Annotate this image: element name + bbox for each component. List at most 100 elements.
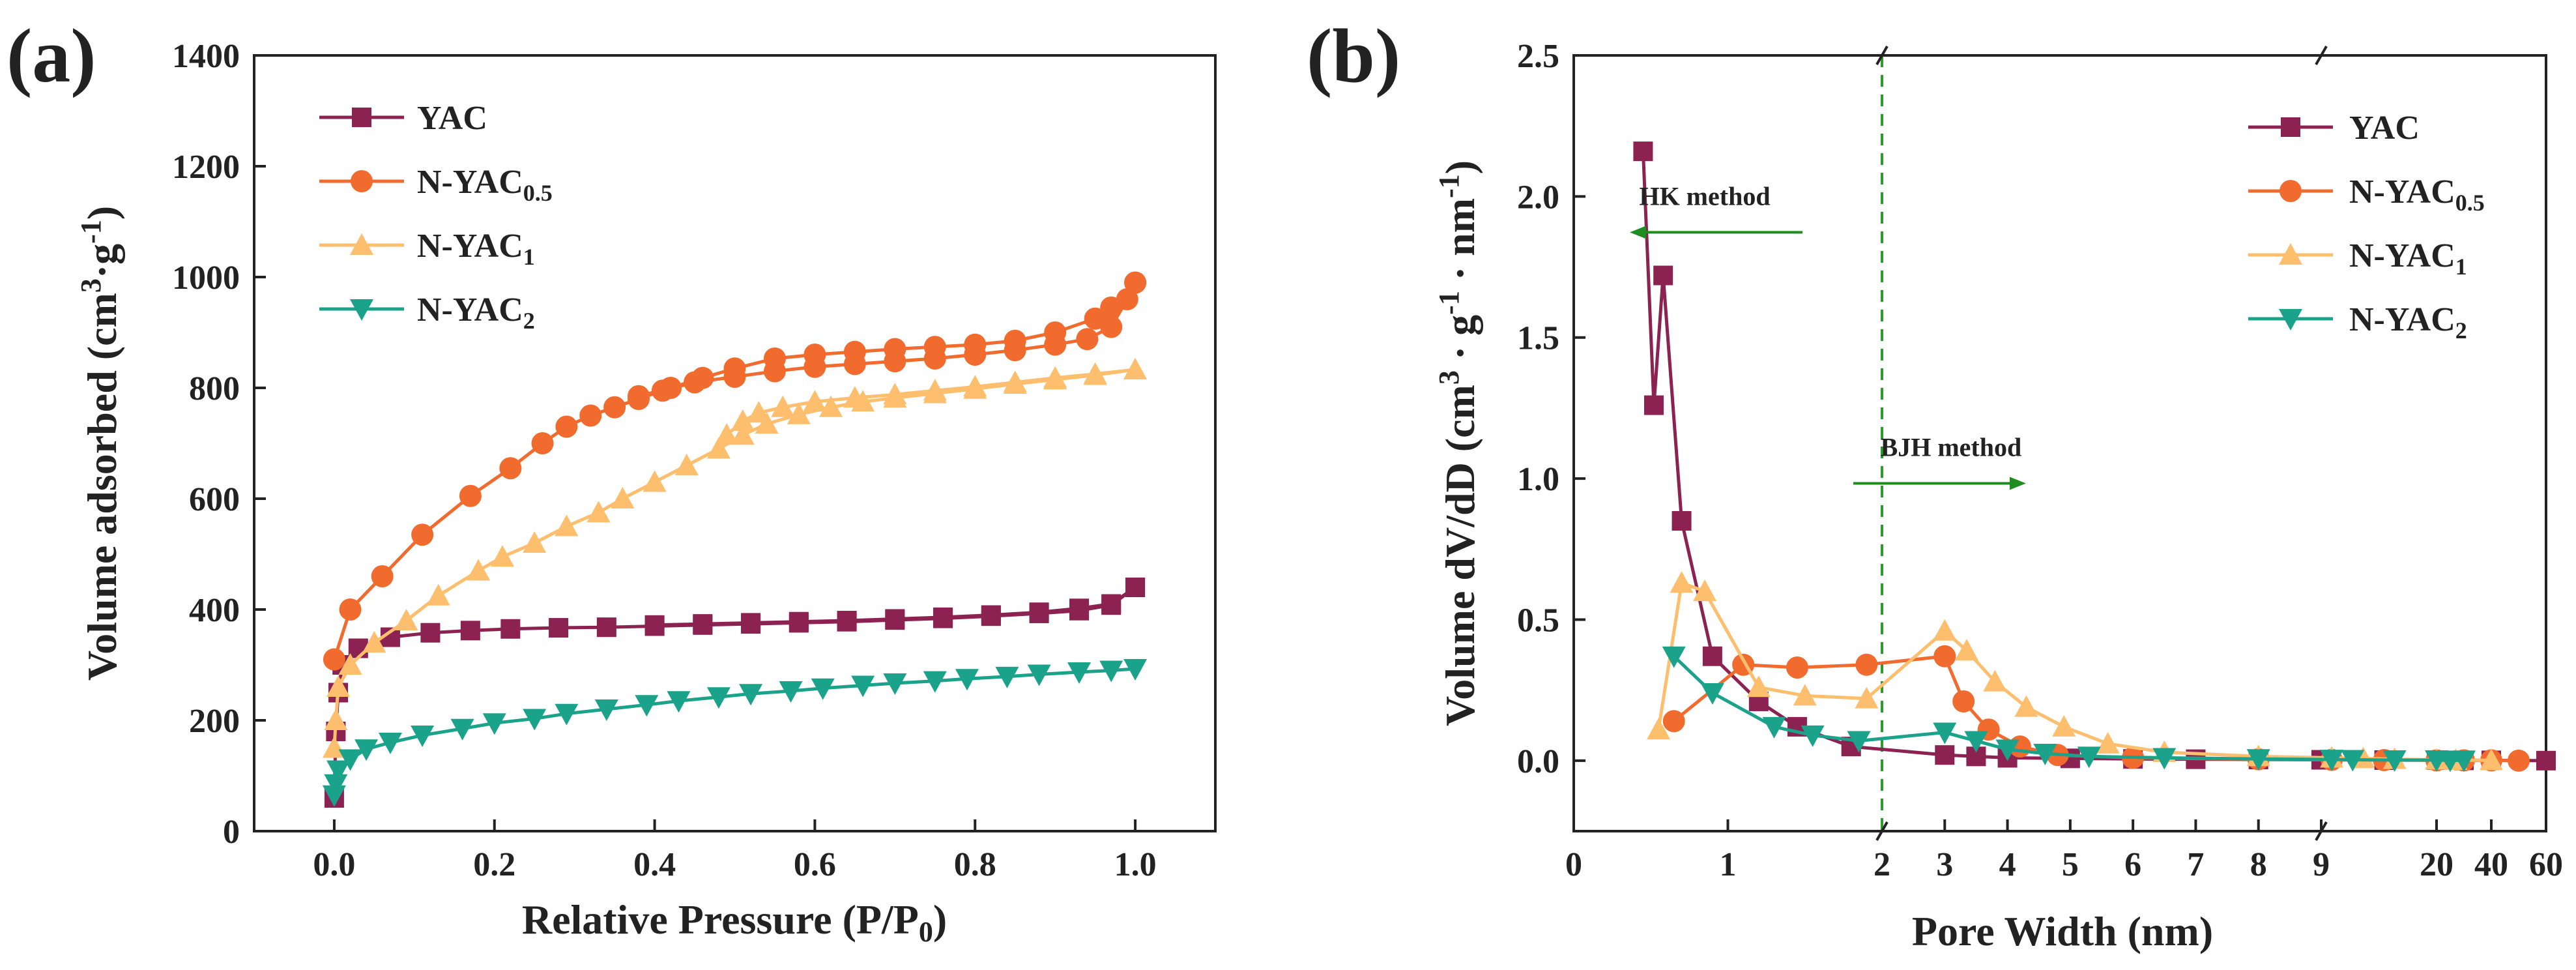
panel-b: (b) 0 1 2 3 4 5 6 7 8 9 20 40 60 0.00.51.01.52.02.5 … <box>1307 13 2563 954</box>
data-point <box>323 648 345 671</box>
data-point <box>837 611 857 630</box>
annotation-arrowhead <box>2009 477 2026 490</box>
data-point <box>348 638 368 658</box>
x-tick-label: 9 <box>2313 846 2330 883</box>
data-point <box>771 395 795 417</box>
data-point <box>2452 750 2476 772</box>
data-point <box>1793 684 1817 706</box>
x-tick-label: 0.4 <box>633 846 676 883</box>
data-point <box>1067 662 1092 684</box>
data-point <box>491 545 515 567</box>
data-point <box>1653 265 1673 286</box>
data-point <box>787 402 811 424</box>
data-point <box>1662 710 1685 733</box>
data-point <box>467 559 491 581</box>
data-point <box>1003 370 1027 392</box>
data-point <box>1786 656 1808 679</box>
data-point <box>1044 321 1067 344</box>
data-point <box>1855 686 1879 709</box>
series-yac <box>324 578 1146 808</box>
data-point <box>411 725 435 747</box>
legend-label: N-YAC0.5 <box>2349 173 2485 216</box>
data-point <box>459 484 482 507</box>
data-point <box>2246 749 2270 771</box>
data-point <box>2536 750 2556 771</box>
x-tick-label: 7 <box>2187 846 2204 883</box>
data-point <box>1124 271 1147 294</box>
data-point <box>2014 695 2038 717</box>
series-n-yac1 <box>1647 571 2503 771</box>
legend-marker <box>2279 180 2302 202</box>
data-point <box>731 409 755 431</box>
data-point <box>1123 658 1148 681</box>
data-point <box>1847 731 1871 753</box>
panel-b-label: (b) <box>1307 13 1400 98</box>
data-point <box>843 340 866 363</box>
data-point <box>611 487 635 508</box>
data-point <box>923 379 947 401</box>
data-point <box>811 678 835 700</box>
data-point <box>1693 580 1717 602</box>
data-point <box>885 609 905 629</box>
data-point <box>723 357 746 380</box>
series-yac <box>1633 141 2556 771</box>
data-point <box>1647 718 1671 740</box>
x-tick-label: 20 <box>2420 846 2453 883</box>
x-tick-label: 1.0 <box>1114 846 1157 883</box>
data-point <box>1855 653 1878 676</box>
data-point <box>603 396 626 419</box>
y-tick-label: 2.5 <box>1517 38 1559 75</box>
series-line-n-yac1 <box>1657 580 2492 762</box>
legend-label: YAC <box>2349 110 2420 147</box>
data-point <box>394 609 418 630</box>
data-point <box>706 437 731 459</box>
legend-marker <box>2279 309 2302 331</box>
legend-marker <box>2279 243 2302 265</box>
data-point <box>500 619 521 639</box>
data-point <box>1123 357 1148 379</box>
data-point <box>426 583 450 606</box>
data-point <box>523 531 547 553</box>
data-point <box>803 390 827 412</box>
y-tick-label: 2.0 <box>1517 179 1559 216</box>
data-point <box>2052 714 2076 737</box>
y-tick-label: 1.0 <box>1517 461 1559 498</box>
data-point <box>594 699 618 721</box>
data-point <box>338 749 362 771</box>
data-point <box>324 774 348 796</box>
data-point <box>355 739 379 761</box>
data-point <box>1933 619 1957 641</box>
data-point <box>923 336 946 359</box>
adsorption-line-n-yac1 <box>332 368 1136 748</box>
data-point <box>1029 602 1049 623</box>
data-point <box>851 675 875 698</box>
series-n-yac2 <box>322 658 1148 807</box>
series-n-yac1 <box>322 357 1148 758</box>
data-point <box>779 681 803 703</box>
y-tick-label: 1.5 <box>1517 320 1559 357</box>
data-point <box>326 760 351 782</box>
data-point <box>731 423 755 445</box>
data-point <box>1069 598 1090 619</box>
data-point <box>371 565 394 587</box>
axis-break-mark <box>1875 46 1889 65</box>
y-tick-label: 0.0 <box>1517 743 1559 780</box>
data-point <box>326 675 351 697</box>
data-point <box>995 666 1019 688</box>
adsorption-line-yac <box>332 585 1136 799</box>
data-point <box>2320 750 2344 772</box>
legend-label: N-YAC1 <box>2349 237 2467 280</box>
data-point <box>2480 748 2503 771</box>
panel-b-x-axis-title: Pore Width (nm) <box>1912 908 2213 954</box>
data-point <box>1043 366 1067 388</box>
data-point <box>555 703 579 726</box>
data-point <box>755 412 779 434</box>
panel-a-y-ticks: 0 200 400 600 800 1000 1200 1400 <box>172 38 266 851</box>
data-point <box>955 669 979 691</box>
y-tick-label: 400 <box>189 592 240 629</box>
data-point <box>1670 571 1694 593</box>
data-point <box>555 415 578 438</box>
axis-break-mark <box>1875 821 1889 841</box>
legend-marker <box>350 233 373 255</box>
x-tick-label: 0 <box>1565 846 1582 883</box>
